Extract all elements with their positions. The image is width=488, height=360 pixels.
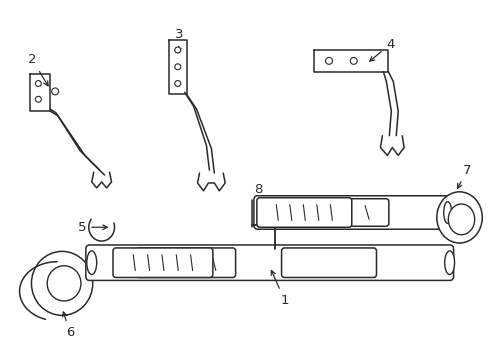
Circle shape — [325, 58, 332, 64]
Text: 6: 6 — [62, 312, 74, 339]
FancyBboxPatch shape — [256, 198, 351, 227]
FancyBboxPatch shape — [136, 248, 235, 278]
Ellipse shape — [47, 266, 81, 301]
FancyBboxPatch shape — [86, 245, 453, 280]
FancyBboxPatch shape — [253, 196, 451, 229]
Ellipse shape — [447, 204, 474, 235]
Ellipse shape — [436, 192, 481, 243]
Ellipse shape — [444, 251, 454, 275]
FancyBboxPatch shape — [288, 199, 388, 226]
Circle shape — [174, 47, 181, 53]
Ellipse shape — [443, 202, 451, 223]
Text: 1: 1 — [271, 270, 288, 307]
Circle shape — [349, 58, 356, 64]
FancyBboxPatch shape — [113, 248, 212, 278]
Circle shape — [35, 96, 41, 102]
Ellipse shape — [87, 251, 97, 275]
Circle shape — [174, 64, 181, 70]
Text: 3: 3 — [174, 28, 183, 53]
FancyBboxPatch shape — [281, 248, 376, 278]
Text: 8: 8 — [253, 183, 273, 224]
Circle shape — [35, 81, 41, 86]
Text: 7: 7 — [457, 164, 471, 188]
Text: 5: 5 — [78, 221, 107, 234]
Circle shape — [174, 81, 181, 86]
Circle shape — [52, 88, 59, 95]
Text: 4: 4 — [369, 38, 394, 61]
Ellipse shape — [31, 251, 93, 315]
Text: 2: 2 — [28, 53, 48, 86]
